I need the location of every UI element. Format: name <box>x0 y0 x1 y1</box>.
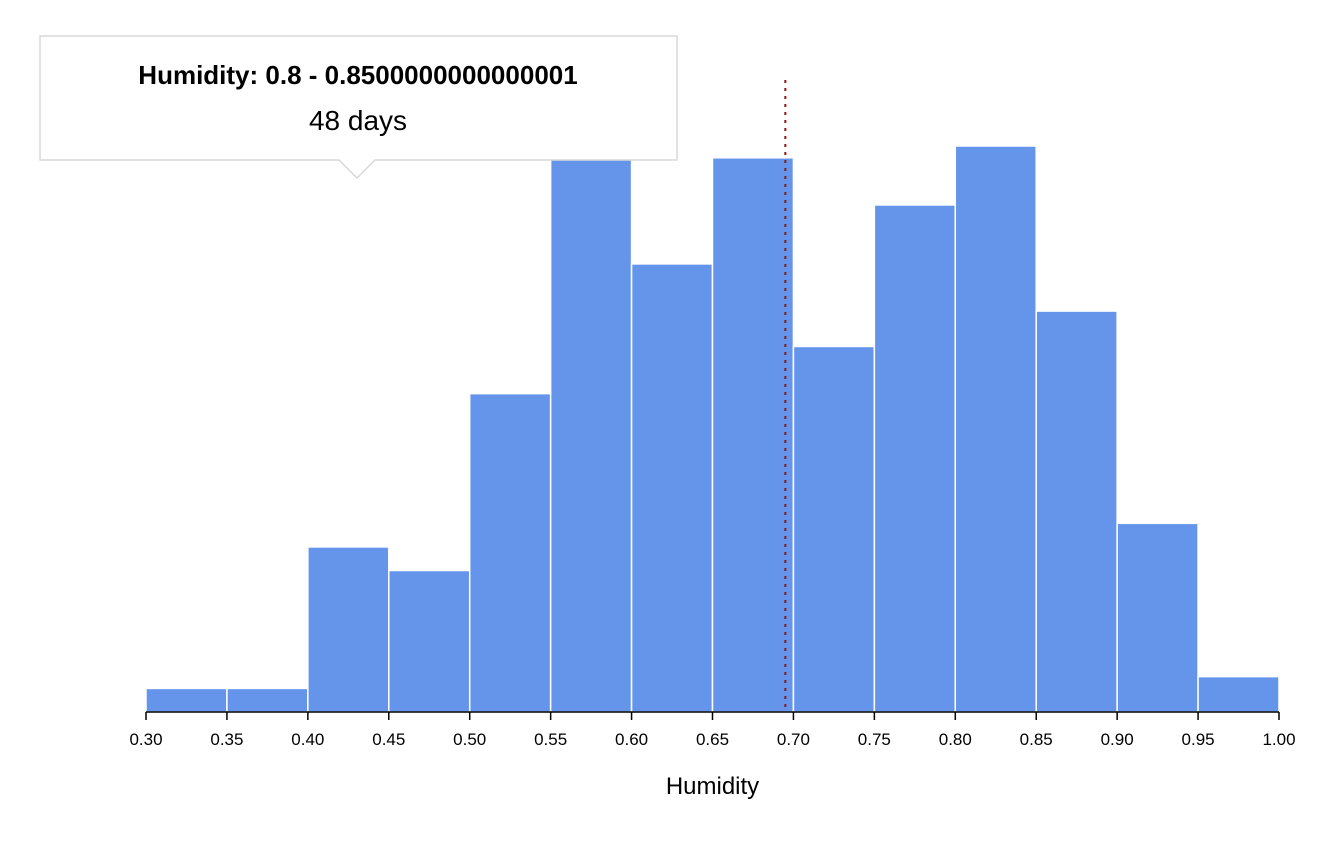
x-tick-label: 0.85 <box>1020 730 1053 749</box>
x-tick-label: 0.60 <box>615 730 648 749</box>
tooltip-value: 48 days <box>309 105 407 136</box>
x-tick-label: 0.30 <box>129 730 162 749</box>
x-tick-label: 0.75 <box>858 730 891 749</box>
histogram-bar[interactable] <box>630 263 714 713</box>
histogram-bar[interactable] <box>873 204 957 713</box>
x-tick-label: 0.40 <box>291 730 324 749</box>
histogram-bar[interactable] <box>1116 522 1199 713</box>
histogram-bar[interactable] <box>1035 310 1118 713</box>
tooltip-title: Humidity: 0.8 - 0.8500000000000001 <box>138 60 577 90</box>
histogram-bar[interactable] <box>792 345 876 713</box>
histogram-bar[interactable] <box>954 145 1037 713</box>
histogram-bar[interactable] <box>145 687 228 713</box>
histogram-bar[interactable] <box>226 687 309 713</box>
x-tick-label: 0.45 <box>372 730 405 749</box>
histogram-bar[interactable] <box>468 392 552 713</box>
tooltip: Humidity: 0.8 - 0.8500000000000001 48 da… <box>39 35 678 180</box>
x-tick-label: 0.90 <box>1101 730 1134 749</box>
x-tick-label: 0.65 <box>696 730 729 749</box>
x-tick-label: 0.80 <box>939 730 972 749</box>
x-tick-label: 1.00 <box>1262 730 1295 749</box>
histogram-bars <box>145 145 1280 713</box>
x-tick-label: 0.95 <box>1182 730 1215 749</box>
x-tick-label: 0.35 <box>210 730 243 749</box>
histogram-bar[interactable] <box>307 546 390 713</box>
x-axis: 0.30 0.35 0.40 0.45 0.50 0.55 0.60 0.65 0.70 0.75… <box>129 711 1296 800</box>
x-axis-title: Humidity <box>666 773 759 800</box>
histogram-bar[interactable] <box>1197 675 1280 713</box>
tooltip-box <box>39 35 678 180</box>
x-tick-label: 0.50 <box>453 730 486 749</box>
x-tick-label: 0.70 <box>777 730 810 749</box>
histogram-bar[interactable] <box>711 157 795 713</box>
histogram-bar[interactable] <box>549 157 633 713</box>
x-axis-ticks: 0.30 0.35 0.40 0.45 0.50 0.55 0.60 0.65 0.70 0.75… <box>129 712 1296 749</box>
histogram-bar[interactable] <box>388 569 471 713</box>
x-tick-label: 0.55 <box>534 730 567 749</box>
